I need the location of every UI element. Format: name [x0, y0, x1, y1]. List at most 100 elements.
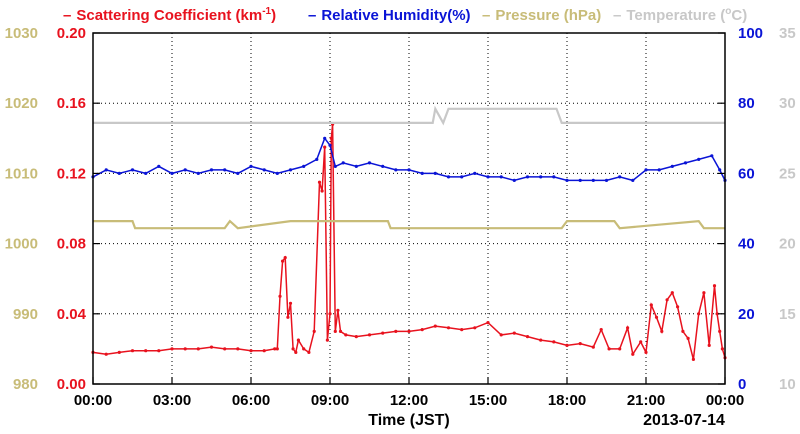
- series-humidity-point: [683, 161, 688, 165]
- series-humidity-point: [354, 164, 358, 168]
- series-humidity-point: [144, 171, 148, 175]
- series-humidity-point: [183, 168, 187, 172]
- legend: – Scattering Coefficient (km-1) – Relative…: [63, 6, 747, 24]
- date-label: 2013-07-14: [643, 412, 725, 429]
- x-tick-label: 09:00: [311, 392, 349, 409]
- series-humidity-point: [539, 175, 543, 179]
- legend-item-humidity: – Relative Humidity(%): [308, 7, 471, 24]
- series-scattering-point: [381, 331, 385, 335]
- humidity-tick-label: 20: [738, 306, 755, 323]
- series-scattering-point: [312, 329, 316, 333]
- series-scattering-point: [473, 326, 477, 330]
- series-layer: [91, 105, 727, 361]
- pressure-tick-label: 1010: [5, 165, 38, 182]
- series-humidity-point: [157, 164, 161, 168]
- series-scattering-point: [626, 326, 630, 330]
- humidity-tick-label: 80: [738, 95, 755, 112]
- series-humidity-point: [433, 171, 437, 175]
- x-axis-title: Time (JST): [368, 412, 450, 429]
- pressure-tick-label: 980: [13, 376, 38, 393]
- series-scattering-point: [344, 333, 348, 337]
- series-scattering-point: [323, 145, 327, 149]
- scattering-tick-label: 0.00: [57, 376, 86, 393]
- series-humidity-point: [512, 178, 516, 182]
- series-humidity-point: [460, 175, 464, 179]
- series-scattering-point: [618, 347, 622, 351]
- series-humidity-point: [302, 164, 306, 168]
- axis-layer: 00:00 03:00 06:00 09:00 12:00 15:00 18:00 21:00…: [5, 25, 796, 409]
- series-scattering-point: [697, 312, 701, 316]
- series-scattering-point: [394, 329, 398, 333]
- series-scattering-point: [591, 345, 595, 349]
- series-humidity-point: [367, 161, 372, 165]
- temperature-tick-label: 35: [779, 25, 796, 42]
- series-humidity-point: [249, 164, 253, 168]
- series-scattering-point: [712, 284, 717, 288]
- x-tick-label: 00:00: [706, 392, 744, 409]
- series-scattering-point: [325, 338, 329, 342]
- series-scattering-point: [660, 329, 664, 333]
- grid: [93, 33, 725, 384]
- series-scattering-point: [281, 259, 285, 263]
- x-tick-label: 03:00: [153, 392, 191, 409]
- series-scattering-point: [291, 347, 295, 351]
- humidity-tick-label: 0: [738, 376, 746, 393]
- series-humidity-point: [657, 168, 661, 172]
- temperature-tick-label: 25: [779, 165, 796, 182]
- series-scattering-point: [720, 347, 725, 351]
- series-humidity-point: [697, 157, 701, 161]
- series-scattering-point: [715, 312, 719, 316]
- series-humidity-point: [275, 171, 279, 175]
- series-humidity-point: [446, 175, 451, 179]
- series-humidity-point: [323, 136, 327, 140]
- series-scattering-point: [499, 333, 503, 337]
- series-scattering-point: [670, 291, 674, 295]
- series-scattering-point: [631, 352, 635, 356]
- series-scattering-point: [420, 328, 424, 332]
- series-humidity-point: [117, 171, 121, 175]
- series-scattering-point: [607, 347, 611, 351]
- series-scattering-point: [354, 335, 358, 339]
- series-humidity-point: [591, 178, 595, 182]
- series-scattering-point: [262, 349, 266, 353]
- series-humidity-point: [394, 168, 398, 172]
- series-pressure-line: [93, 219, 725, 230]
- humidity-tick-label: 60: [738, 165, 755, 182]
- series-scattering-point: [367, 333, 372, 337]
- series-humidity-point: [644, 168, 648, 172]
- series-scattering-point: [329, 136, 333, 140]
- series-humidity-point: [631, 178, 635, 182]
- series-humidity-line: [92, 136, 726, 182]
- series-humidity-point: [618, 175, 622, 179]
- x-tick-label: 18:00: [548, 392, 586, 409]
- series-humidity-point: [170, 171, 174, 175]
- series-scattering-point: [130, 349, 135, 353]
- series-scattering-point: [665, 298, 669, 302]
- series-humidity-point: [578, 178, 582, 182]
- series-scattering-point: [104, 352, 108, 356]
- series-scattering-point: [552, 340, 556, 344]
- series-scattering-point: [144, 349, 148, 353]
- series-scattering-point: [283, 256, 287, 260]
- series-humidity-point: [565, 178, 569, 182]
- series-scattering-point: [307, 350, 311, 354]
- series-scattering-point: [686, 336, 690, 340]
- series-scattering-point: [654, 315, 659, 319]
- series-scattering-point: [317, 180, 322, 184]
- series-temperature-line: [93, 105, 725, 126]
- pressure-tick-label: 990: [13, 306, 38, 323]
- series-scattering-point: [578, 342, 582, 346]
- series-scattering-point: [676, 305, 680, 309]
- scattering-tick-label: 0.16: [57, 95, 86, 112]
- series-scattering-point: [333, 329, 337, 333]
- series-scattering-point: [718, 329, 722, 333]
- series-scattering-point: [223, 347, 227, 351]
- series-humidity-point: [328, 143, 332, 147]
- pressure-tick-label: 1000: [5, 236, 38, 253]
- series-humidity-point: [333, 164, 337, 168]
- series-scattering-point: [599, 328, 603, 332]
- series-humidity-point: [552, 175, 556, 179]
- series-scattering-point: [296, 338, 300, 342]
- series-scattering-point: [273, 347, 277, 351]
